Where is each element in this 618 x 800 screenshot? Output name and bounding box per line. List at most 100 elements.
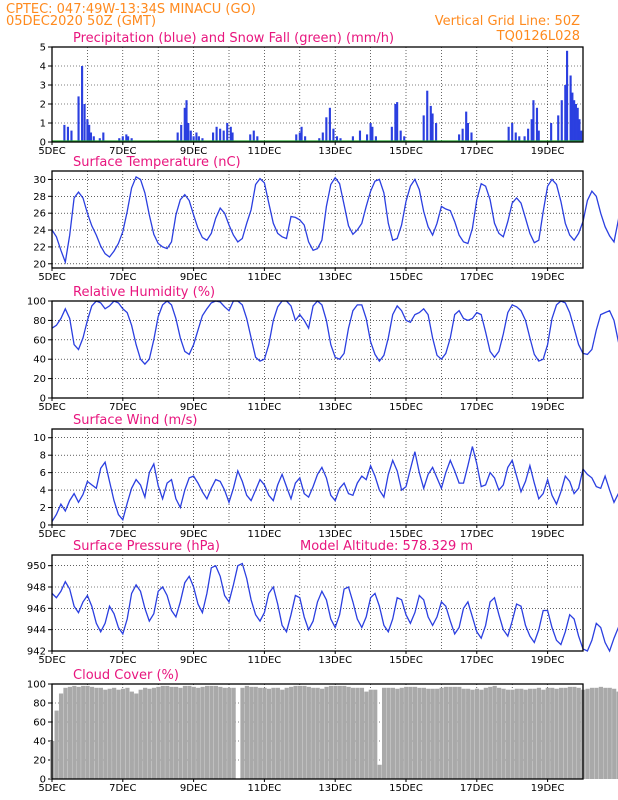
precip-xtick-label: 19DEC (531, 146, 565, 157)
cloud-bar (519, 688, 524, 779)
precip-bar (466, 123, 470, 142)
precip-bar (231, 132, 234, 142)
cloud-bar (603, 687, 608, 779)
precip-bar (300, 126, 303, 142)
precip-bar (118, 138, 121, 142)
pres-ytick-label: 942 (27, 647, 46, 658)
cloud-bar (58, 693, 64, 779)
temp-xtick-label: 7DEC (109, 272, 136, 283)
cloud-bar (572, 686, 577, 779)
cloud-bar (262, 687, 267, 779)
precip-bar (185, 100, 188, 142)
cloud-bar (165, 685, 170, 779)
cloud-xtick-label: 15DEC (389, 783, 423, 794)
precip-bar (461, 128, 464, 142)
precip-bar (89, 132, 93, 142)
wind-frame (51, 428, 584, 526)
cloud-bar (563, 687, 568, 779)
precip-bar (403, 136, 406, 142)
temp-frame (51, 170, 584, 269)
precip-bar (431, 113, 434, 142)
pres-series-line (51, 562, 618, 653)
cloud-xtick-label: 19DEC (531, 783, 565, 794)
cloud-bar (63, 687, 68, 779)
precip-bar (298, 132, 301, 142)
cloud-bar (395, 688, 400, 779)
precip-bar (187, 123, 190, 142)
rh-xtick-label: 15DEC (389, 402, 423, 413)
cloud-bar (76, 686, 81, 779)
precip-bar (201, 138, 204, 142)
temp-xtick-label: 11DEC (248, 272, 282, 283)
precip-xtick-label: 7DEC (109, 146, 136, 157)
cloud-bar (209, 685, 214, 779)
station-line: CPTEC: 047:49W-13:34S MINACU (GO) (6, 2, 256, 17)
precip-bar (81, 66, 84, 142)
precip-title: Precipitation (blue) and Snow Fall (gree… (73, 31, 394, 46)
precip-bar (226, 123, 229, 142)
cloud-bar (81, 685, 86, 779)
pres-ytick-label: 944 (27, 625, 46, 636)
cloud-bar (253, 686, 258, 779)
precip-bar (573, 100, 576, 142)
precip-bar (130, 138, 133, 142)
pres-ytick-label: 948 (27, 583, 46, 594)
precip-bar (256, 136, 259, 142)
cloud-bar (598, 686, 603, 779)
precip-bar (195, 132, 198, 142)
cloud-bar (120, 688, 126, 779)
cloud-bar (289, 686, 294, 779)
cloud-ytick-label: 40 (33, 737, 46, 748)
cloud-bar (483, 687, 488, 779)
precip-bar (374, 136, 377, 142)
precip-bar (365, 134, 369, 142)
cloud-bar (275, 687, 280, 779)
cloud-bar (182, 685, 188, 779)
pres-xtick-label: 19DEC (531, 655, 565, 666)
precip-bar (557, 115, 560, 142)
cloud-bar (364, 691, 369, 779)
cloud-bar (585, 688, 590, 779)
cloud-bar (204, 685, 210, 779)
cloud-bar (541, 689, 546, 779)
cloud-bar (412, 686, 418, 779)
pres-xtick-label: 11DEC (248, 655, 282, 666)
cloud-bar (85, 685, 90, 779)
pres-ytick-label: 950 (27, 561, 46, 572)
cloud-xtick-label: 17DEC (460, 783, 494, 794)
cloud-bar (443, 686, 449, 779)
precip-bar (566, 50, 569, 142)
precip-bar (66, 126, 69, 142)
wind-xtick-label: 13DEC (318, 529, 352, 540)
cloud-bar (191, 686, 196, 779)
rh-panel: Relative Humidity (%) 0 20 40 60 80 100 5DEC 7DE… (27, 285, 618, 413)
cloud-bar (545, 687, 550, 779)
precip-bar (192, 136, 195, 142)
precip-ytick-label: 1 (40, 119, 46, 130)
rh-xtick-label: 19DEC (531, 402, 565, 413)
cloud-bar (528, 688, 533, 779)
cloud-bar (324, 686, 329, 779)
cloud-bar (470, 689, 475, 779)
cloud-bar (134, 693, 139, 779)
wind-xtick-label: 19DEC (531, 529, 565, 540)
pres-xtick-label: 13DEC (318, 655, 352, 666)
cloud-bar (404, 686, 409, 779)
cloud-bar (554, 688, 559, 779)
cloud-bar (399, 687, 404, 779)
rh-xtick-label: 7DEC (109, 402, 136, 413)
cloud-bar (390, 687, 396, 779)
cloud-bar (213, 685, 219, 779)
precip-bar (527, 128, 530, 142)
cloud-xtick-label: 13DEC (318, 783, 352, 794)
rh-frame (51, 300, 584, 399)
cloud-bar (156, 686, 161, 779)
cloud-bar (435, 688, 440, 779)
cloud-panel: Cloud Cover (%) 0 20 40 60 80 100 5DEC 7DEC 9DEC 1… (27, 668, 618, 794)
rh-ytick-label: 60 (33, 335, 46, 346)
wind-ytick-label: 4 (40, 486, 46, 497)
precip-ytick-label: 5 (40, 43, 46, 54)
precip-bar (339, 138, 342, 142)
precip-bar (86, 119, 89, 142)
precip-bar (83, 104, 86, 142)
